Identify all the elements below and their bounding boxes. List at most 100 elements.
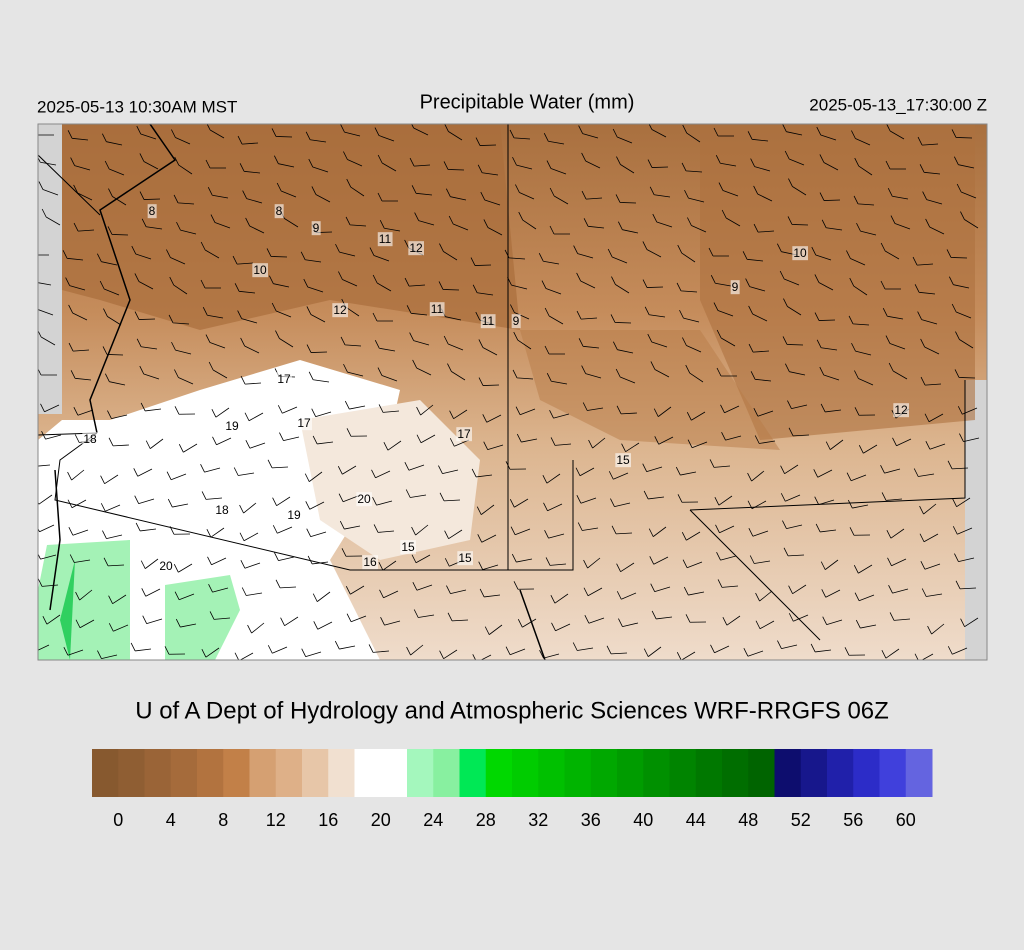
wind-barb — [820, 403, 842, 413]
colorbar-tick-label: 0 — [113, 810, 123, 830]
wind-barb — [822, 616, 843, 626]
wind-barb — [643, 646, 662, 657]
wind-barb — [38, 282, 52, 286]
wind-barb — [108, 437, 130, 447]
wind-barb — [272, 496, 291, 507]
wind-barb — [271, 128, 293, 138]
wind-barb — [654, 436, 674, 445]
wind-barb — [97, 650, 118, 659]
wind-barb — [583, 587, 603, 597]
wind-barb — [846, 472, 867, 482]
station-box — [362, 555, 378, 570]
wind-barb — [581, 365, 602, 379]
wind-barb — [438, 465, 459, 474]
wind-barb — [276, 182, 297, 198]
wind-barb — [885, 160, 906, 170]
station-value: 9 — [732, 280, 739, 294]
wind-barb — [919, 533, 939, 543]
wind-barb — [888, 362, 908, 380]
wind-barb — [543, 133, 565, 145]
wind-barb — [301, 648, 322, 658]
wind-barb — [139, 365, 160, 380]
wind-barb — [955, 580, 977, 590]
green-region — [165, 575, 240, 660]
wind-barb — [174, 156, 193, 175]
wind-barb — [782, 520, 803, 529]
wind-barb — [379, 589, 399, 599]
wind-barb — [207, 187, 229, 199]
wind-barb — [816, 126, 837, 141]
wind-barb — [308, 158, 329, 173]
wind-barb — [509, 129, 531, 140]
station-box — [408, 241, 424, 256]
wind-barb — [755, 590, 773, 602]
wind-barb — [782, 124, 803, 136]
wind-barb — [755, 620, 775, 630]
wind-barb — [780, 464, 799, 475]
wind-barb — [951, 129, 973, 139]
colorbar-swatch — [695, 749, 723, 797]
wind-barb — [42, 614, 61, 625]
wind-barb — [378, 560, 397, 571]
wind-barb — [68, 304, 88, 321]
wind-barb — [927, 623, 945, 635]
wind-barb — [133, 468, 153, 477]
wind-barb — [240, 375, 262, 385]
station-value: 11 — [482, 314, 495, 328]
wind-barb — [721, 431, 742, 441]
wind-barb — [334, 640, 356, 650]
colorbar-tick-label: 48 — [738, 810, 758, 830]
wind-barb — [616, 156, 635, 174]
wind-barb — [73, 407, 94, 416]
wind-barb — [722, 615, 741, 626]
wind-barb — [145, 438, 164, 449]
wind-barb — [510, 526, 531, 536]
colorbar-swatch — [170, 749, 198, 797]
wind-barb — [788, 178, 807, 196]
colorbar-swatch — [223, 749, 250, 797]
wind-barb — [448, 215, 469, 231]
wind-barb — [960, 211, 979, 229]
station-box — [456, 427, 472, 442]
wind-barb — [412, 582, 433, 591]
wind-barb — [107, 410, 128, 419]
wind-barb — [406, 305, 428, 316]
wind-barb — [38, 464, 51, 467]
wind-barb — [787, 400, 808, 409]
wind-barb — [814, 496, 835, 506]
wind-barb — [206, 124, 225, 139]
wind-barb — [885, 335, 906, 350]
wind-barb — [412, 359, 432, 376]
wind-barb — [174, 591, 195, 601]
station-box — [356, 492, 372, 507]
map-frame — [37, 123, 988, 661]
wind-barb — [513, 331, 532, 350]
wind-barb — [136, 125, 157, 140]
wind-barb — [446, 585, 467, 594]
station-value: 18 — [215, 503, 229, 517]
station-value: 8 — [149, 204, 156, 218]
station-box — [893, 403, 909, 418]
wind-barb — [825, 439, 844, 450]
wind-barb — [886, 528, 905, 539]
credit: U of A Dept of Hydrology and Atmospheric… — [135, 697, 889, 724]
wind-barb — [617, 221, 639, 234]
wind-barb — [202, 307, 224, 319]
wind-barb — [341, 548, 363, 557]
wind-barb — [787, 216, 809, 226]
station-box — [158, 559, 174, 574]
wind-barb — [337, 465, 357, 475]
wind-barb — [100, 474, 119, 485]
wind-barb — [612, 341, 634, 354]
wind-barb — [68, 342, 90, 352]
wind-barb — [345, 216, 367, 227]
station-box — [480, 314, 496, 329]
wind-barb — [814, 312, 836, 321]
wind-barb — [205, 159, 226, 169]
wind-barb — [505, 646, 526, 656]
wind-barb — [140, 402, 162, 412]
wind-barb — [134, 311, 156, 320]
wind-barb — [777, 640, 798, 649]
wind-barb — [582, 402, 604, 411]
valid-local-time: 2025-05-13 10:30AM MST — [37, 97, 237, 116]
